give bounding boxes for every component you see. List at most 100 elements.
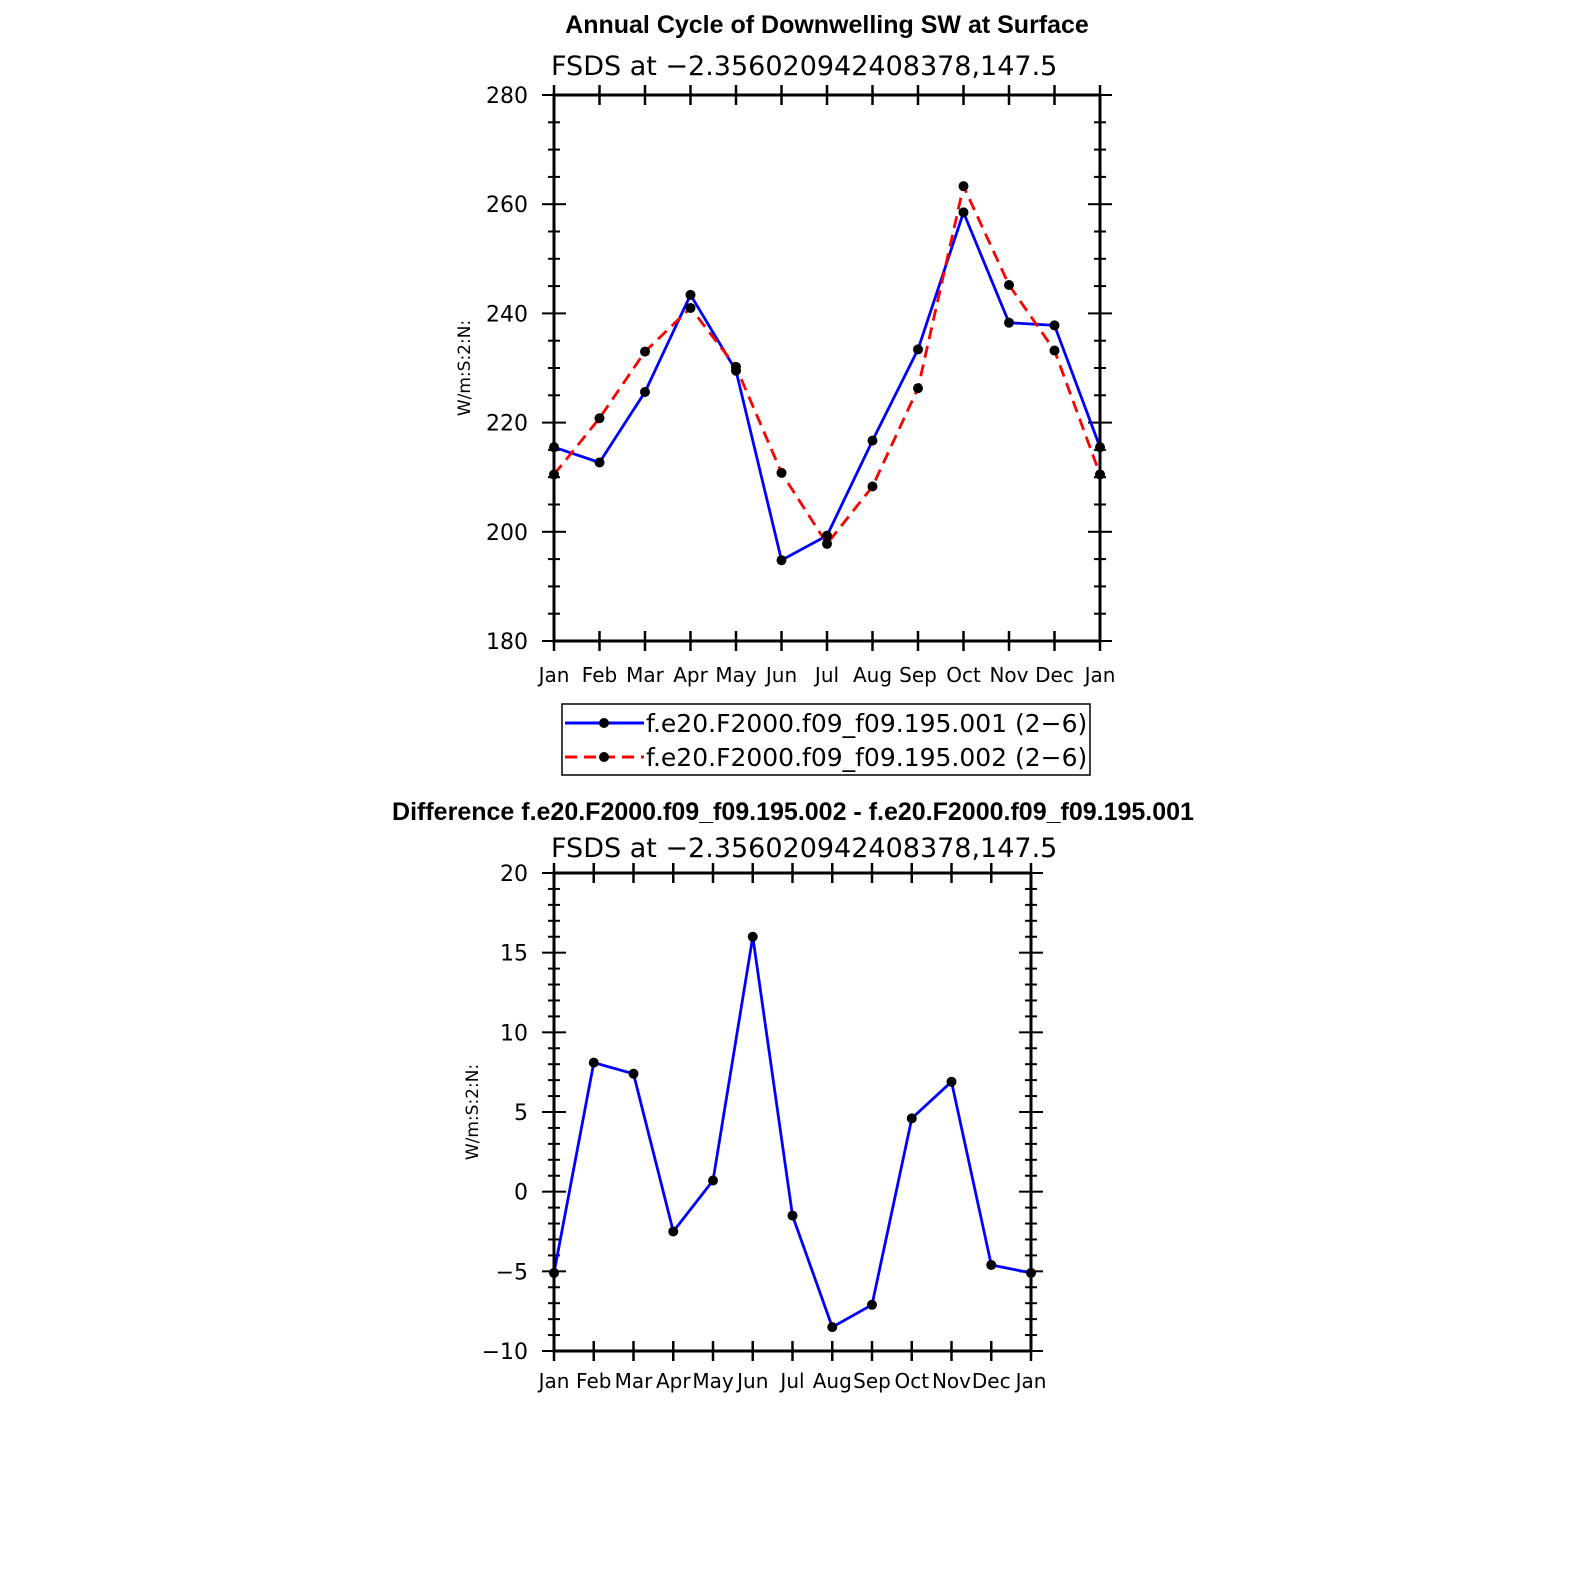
chart2-plot-frame (552, 871, 1033, 1353)
series-1-point (986, 1259, 997, 1270)
series-2-point (731, 361, 741, 372)
x-tick-label: Feb (576, 1369, 611, 1393)
difference-chart: Difference f.e20.F2000.f09_f09.195.002 -… (392, 798, 1194, 1393)
x-tick-label: Jan (1014, 1369, 1047, 1393)
chart1-subtitle: FSDS at −2.356020942408378,147.5 (551, 51, 1057, 82)
series-1-point (913, 344, 923, 355)
x-tick-label: Mar (615, 1369, 654, 1393)
series-1-point (747, 931, 758, 942)
chart2-y-tick-labels: −10 −5 0 5 10 15 20 (482, 862, 528, 1365)
series-2-point (594, 413, 605, 424)
series-1-point (776, 555, 787, 566)
x-tick-label: Sep (899, 663, 937, 687)
chart1-legend: f.e20.F2000.f09_f09.195.001 (2−6) f.e20.… (561, 703, 1091, 776)
x-tick-label: May (715, 663, 757, 687)
y-tick-label: 240 (486, 302, 528, 327)
series-2-line (552, 184, 1102, 546)
x-tick-label: Jan (537, 663, 570, 687)
x-tick-label: May (692, 1369, 734, 1393)
y-tick-label: 5 (514, 1101, 528, 1126)
series-1-line (553, 211, 1102, 562)
x-tick-label: Mar (626, 663, 665, 687)
series-2-point (640, 346, 650, 357)
legend-marker-series-1 (599, 718, 609, 728)
annual-cycle-chart: Annual Cycle of Downwelling SW at Surfac… (455, 11, 1116, 776)
chart1-y-axis-label: W/m:S:2:N: (455, 320, 475, 416)
x-tick-label: Nov (989, 663, 1028, 687)
x-tick-label: Dec (1035, 663, 1074, 687)
series-1-point (685, 289, 696, 300)
series-1-point (640, 387, 650, 398)
y-tick-label: 180 (486, 630, 528, 655)
y-tick-label: 15 (500, 942, 528, 967)
x-tick-label: Feb (582, 663, 617, 687)
series-1-point (958, 207, 969, 218)
x-tick-label: Jun (735, 1369, 768, 1393)
series-2-point (776, 467, 787, 478)
series-2-point (685, 302, 696, 313)
chart2-subtitle: FSDS at −2.356020942408378,147.5 (551, 833, 1057, 864)
chart2-y-axis-label: W/m:S:2:N: (463, 1064, 483, 1160)
chart1-title: Annual Cycle of Downwelling SW at Surfac… (565, 11, 1089, 39)
y-tick-label: 220 (486, 412, 528, 437)
x-tick-label: Jul (778, 1369, 804, 1393)
chart1-data-points (549, 181, 1105, 566)
x-tick-label: Jan (537, 1369, 570, 1393)
y-tick-label: 260 (486, 193, 528, 218)
series-1-point (867, 1299, 877, 1310)
chart2-data-points (549, 931, 1036, 1333)
y-tick-label: −5 (496, 1260, 528, 1285)
series-1-point (1004, 317, 1014, 328)
series-1-point (668, 1226, 679, 1237)
series-2-point (913, 383, 923, 394)
chart2-ticks (542, 863, 1043, 1361)
series-1-point (708, 1175, 718, 1186)
y-tick-label: 20 (500, 862, 528, 887)
x-tick-label: Jan (1083, 663, 1116, 687)
series-1-point (628, 1068, 639, 1079)
series-1-point (588, 1057, 599, 1068)
chart1-series-lines (552, 184, 1102, 562)
x-tick-label: Sep (853, 1369, 891, 1393)
chart1-y-tick-labels: 180 200 220 240 260 280 (486, 84, 528, 655)
chart1-plot-frame (552, 93, 1102, 643)
x-tick-label: Aug (853, 663, 892, 687)
series-2-point (958, 181, 969, 192)
series-1-point (787, 1210, 798, 1221)
y-tick-label: 0 (514, 1181, 528, 1206)
legend-label-series-2: f.e20.F2000.f09_f09.195.002 (2−6) (646, 743, 1087, 772)
y-tick-label: −10 (482, 1340, 528, 1365)
x-tick-label: Nov (932, 1369, 971, 1393)
series-1-point (906, 1113, 917, 1124)
x-tick-label: Jun (764, 663, 797, 687)
x-tick-label: Apr (656, 1369, 691, 1393)
series-2-point (822, 538, 832, 549)
y-tick-label: 280 (486, 84, 528, 109)
x-tick-label: Oct (894, 1369, 929, 1393)
legend-label-series-1: f.e20.F2000.f09_f09.195.001 (2−6) (646, 709, 1087, 738)
chart1-ticks (542, 85, 1112, 651)
series-1-point (946, 1076, 957, 1087)
series-2-point (1004, 280, 1014, 291)
y-tick-label: 10 (500, 1021, 528, 1046)
series-1-point (827, 1322, 838, 1333)
chart2-series-lines (552, 935, 1032, 1329)
x-tick-label: Dec (972, 1369, 1011, 1393)
legend-box (561, 703, 1091, 776)
chart2-title: Difference f.e20.F2000.f09_f09.195.002 -… (392, 798, 1194, 826)
legend-marker-series-2 (599, 752, 609, 762)
x-tick-label: Jul (813, 663, 839, 687)
chart2-x-tick-labels: Jan Feb Mar Apr May Jun Jul Aug Sep Oct Nov Dec Jan (537, 1369, 1047, 1393)
x-tick-label: Apr (673, 663, 708, 687)
series-1-point (594, 457, 605, 468)
y-tick-label: 200 (486, 521, 528, 546)
series-2-point (1049, 345, 1060, 356)
series-2-point (867, 481, 878, 492)
series-1-point (867, 435, 878, 446)
x-tick-label: Oct (946, 663, 981, 687)
series-1-point (822, 530, 832, 541)
series-1-point (1049, 320, 1060, 331)
series-1-line (552, 935, 1032, 1329)
chart1-x-tick-labels: Jan Feb Mar Apr May Jun Jul Aug Sep Oct Nov Dec Jan (537, 663, 1116, 687)
